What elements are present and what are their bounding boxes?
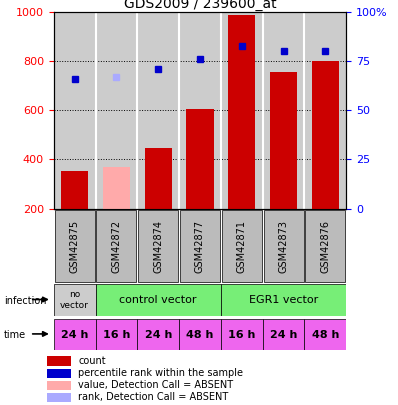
Text: EGR1 vector: EGR1 vector (249, 295, 318, 305)
Text: control vector: control vector (119, 295, 197, 305)
Text: count: count (78, 356, 106, 366)
Bar (61, 171, 88, 209)
Bar (96, 319, 137, 350)
Bar (137, 319, 179, 350)
Bar (54, 319, 96, 350)
Text: value, Detection Call = ABSENT: value, Detection Call = ABSENT (78, 380, 234, 390)
Bar (179, 319, 221, 350)
Bar (305, 210, 345, 282)
Title: GDS2009 / 239600_at: GDS2009 / 239600_at (124, 0, 276, 11)
Text: GSM42873: GSM42873 (279, 220, 289, 273)
Text: GSM42877: GSM42877 (195, 220, 205, 273)
Text: no
vector: no vector (60, 290, 89, 310)
Text: rank, Detection Call = ABSENT: rank, Detection Call = ABSENT (78, 392, 228, 403)
Text: 16 h: 16 h (103, 330, 130, 339)
Text: 24 h: 24 h (270, 330, 297, 339)
Text: infection: infection (4, 296, 47, 305)
Bar (270, 72, 297, 209)
Bar (186, 109, 214, 209)
Text: 16 h: 16 h (228, 330, 256, 339)
Text: 24 h: 24 h (144, 330, 172, 339)
Bar (55, 210, 95, 282)
Text: time: time (4, 330, 26, 340)
Bar (96, 210, 137, 282)
Text: GSM42874: GSM42874 (153, 220, 163, 273)
Bar (96, 284, 221, 316)
Text: 48 h: 48 h (312, 330, 339, 339)
Text: 48 h: 48 h (186, 330, 214, 339)
Bar (47, 356, 71, 365)
Bar (138, 210, 178, 282)
Bar (103, 167, 130, 209)
Bar (222, 210, 262, 282)
Bar (221, 284, 346, 316)
Bar (144, 148, 172, 209)
Text: percentile rank within the sample: percentile rank within the sample (78, 368, 243, 378)
Bar (54, 284, 96, 316)
Bar (228, 15, 256, 209)
Bar (47, 393, 71, 402)
Bar (263, 210, 304, 282)
Bar (263, 319, 304, 350)
Text: GSM42872: GSM42872 (111, 220, 121, 273)
Bar (47, 369, 71, 377)
Bar (47, 381, 71, 390)
Text: GSM42876: GSM42876 (320, 220, 330, 273)
Bar (312, 61, 339, 209)
Text: GSM42871: GSM42871 (237, 220, 247, 273)
Text: 24 h: 24 h (61, 330, 88, 339)
Bar (221, 319, 263, 350)
Bar (304, 319, 346, 350)
Text: GSM42875: GSM42875 (70, 220, 80, 273)
Bar (180, 210, 220, 282)
